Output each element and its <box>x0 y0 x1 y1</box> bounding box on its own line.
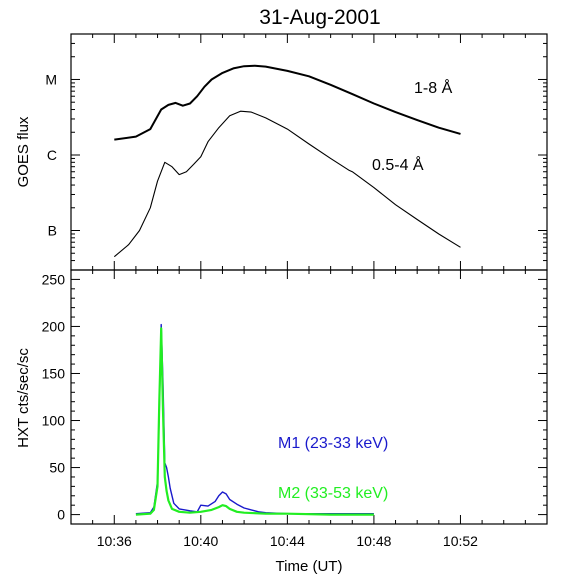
goes-annotation-0.5-4: 0.5-4 Å <box>372 155 424 174</box>
goes-y-tick-label: B <box>48 223 57 239</box>
hxt-y-axis-label: HXT cts/sec/sc <box>15 348 32 448</box>
x-tick-label: 10:36 <box>97 533 132 549</box>
hxt-y-tick-label: 100 <box>42 413 66 429</box>
goes-y-tick-label: M <box>45 71 57 87</box>
hxt-y-tick-label: 200 <box>42 318 66 334</box>
x-tick-label: 10:40 <box>183 533 218 549</box>
hxt-panel: 0 50 100 150 200 250 10:36 10:40 10:44 10:48 10:52… <box>15 269 548 575</box>
goes-0.5-4-line <box>113 110 461 258</box>
goes-1-8-line <box>114 64 461 141</box>
hxt-y-tick-label: 50 <box>49 460 65 476</box>
chart-title: 31-Aug-2001 <box>259 6 380 29</box>
goes-y-tick-label: C <box>47 147 57 163</box>
x-tick-label: 10:52 <box>443 533 478 549</box>
legend-m1: M1 (23-33 keV) <box>278 435 388 452</box>
goes-panel-frame <box>70 33 548 271</box>
hxt-y-tick-label: 150 <box>42 365 66 381</box>
x-tick-label: 10:48 <box>356 533 391 549</box>
goes-annotation-1-8: 1-8 Å <box>414 78 453 97</box>
hxt-y-tick-label: 250 <box>42 271 66 287</box>
goes-y-axis-label: GOES flux <box>15 116 32 187</box>
hxt-m2-line <box>135 327 374 516</box>
goes-panel: B C M GOES flux 1-8 Å 0.5-4 Å <box>15 33 548 271</box>
x-tick-label: 10:44 <box>270 533 305 549</box>
hxt-y-tick-label: 0 <box>57 507 65 523</box>
x-axis-label: Time (UT) <box>276 558 343 575</box>
legend-m2: M2 (33-53 keV) <box>278 485 388 502</box>
